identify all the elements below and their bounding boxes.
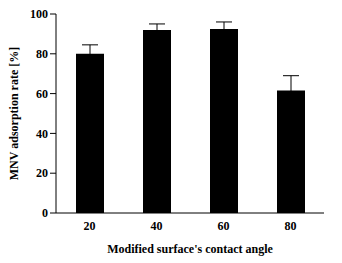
- svg-text:20: 20: [84, 219, 96, 233]
- svg-text:Modified surface's contact ang: Modified surface's contact angle: [107, 242, 273, 256]
- svg-text:20: 20: [36, 166, 48, 180]
- svg-text:40: 40: [36, 127, 48, 141]
- svg-text:60: 60: [218, 219, 230, 233]
- svg-text:100: 100: [30, 7, 48, 21]
- svg-text:40: 40: [151, 219, 163, 233]
- svg-text:60: 60: [36, 87, 48, 101]
- svg-text:80: 80: [285, 219, 297, 233]
- svg-text:0: 0: [42, 206, 48, 220]
- svg-text:MNV adsorption rate [%]: MNV adsorption rate [%]: [8, 47, 21, 180]
- svg-text:80: 80: [36, 47, 48, 61]
